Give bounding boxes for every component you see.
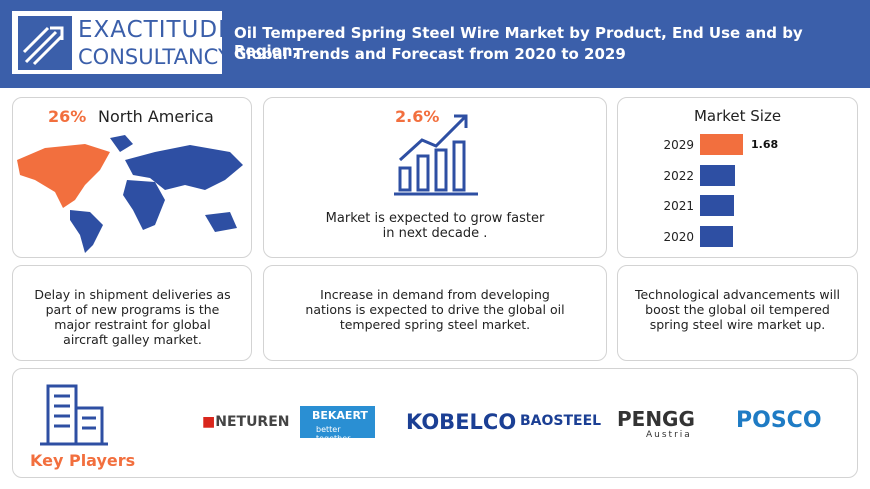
- title: Oil Tempered Spring Steel Wire Market by…: [234, 24, 803, 60]
- logo-baosteel: BAOSTEEL: [520, 413, 602, 429]
- note-card: [617, 265, 858, 361]
- year-label: 2029: [663, 138, 694, 152]
- note-card: [263, 265, 607, 361]
- logo-posco: POSCO: [736, 408, 822, 433]
- bar: [700, 165, 736, 186]
- note: Increase in demand from developing natio…: [305, 287, 565, 332]
- logo-top: EXACTITUDE: [78, 17, 234, 43]
- bar: [700, 195, 735, 216]
- logo-text: BEKAERT: [312, 409, 368, 422]
- logo-icon: [18, 16, 72, 70]
- growth-icon: [394, 114, 478, 196]
- growth-text: Market is expected to grow faster in nex…: [325, 211, 545, 241]
- logo-bekaert: BEKAERT better together: [300, 406, 375, 443]
- logo: EXACTITUDE CONSULTANCY: [12, 11, 233, 74]
- bar: [700, 226, 734, 247]
- logo-text: better together: [316, 425, 351, 443]
- players-card: [12, 368, 858, 478]
- title: Global Trends and Forecast from 2020 to …: [234, 45, 626, 63]
- logo-bottom: CONSULTANCY: [78, 45, 231, 69]
- note: Delay in shipment deliveries as part of …: [34, 287, 231, 347]
- size-title: Market Size: [693, 107, 782, 125]
- logo-neturen: ■NETUREN: [202, 414, 290, 430]
- region-share: 26%: [48, 107, 87, 126]
- logo-text: NETUREN: [215, 414, 290, 430]
- growth-rate: 2.6%: [395, 107, 440, 126]
- year-label: 2020: [663, 230, 694, 244]
- players-title: Key Players: [30, 451, 136, 470]
- note-card: [12, 265, 252, 361]
- logo-kobelco: KOBELCO: [406, 410, 517, 434]
- bar: [700, 134, 743, 155]
- region-name: North America: [98, 107, 214, 126]
- logo-pengg-sub: Austria: [646, 430, 692, 440]
- note: Technological advancements will boost th…: [634, 287, 841, 332]
- building-icon: [40, 384, 108, 446]
- year-label: 2022: [663, 169, 694, 183]
- size-card: [617, 97, 858, 258]
- year-label: 2021: [663, 199, 694, 213]
- world-map: [17, 135, 243, 253]
- logo-pengg: PENGG: [617, 407, 695, 431]
- value-label: 1.68: [751, 138, 779, 151]
